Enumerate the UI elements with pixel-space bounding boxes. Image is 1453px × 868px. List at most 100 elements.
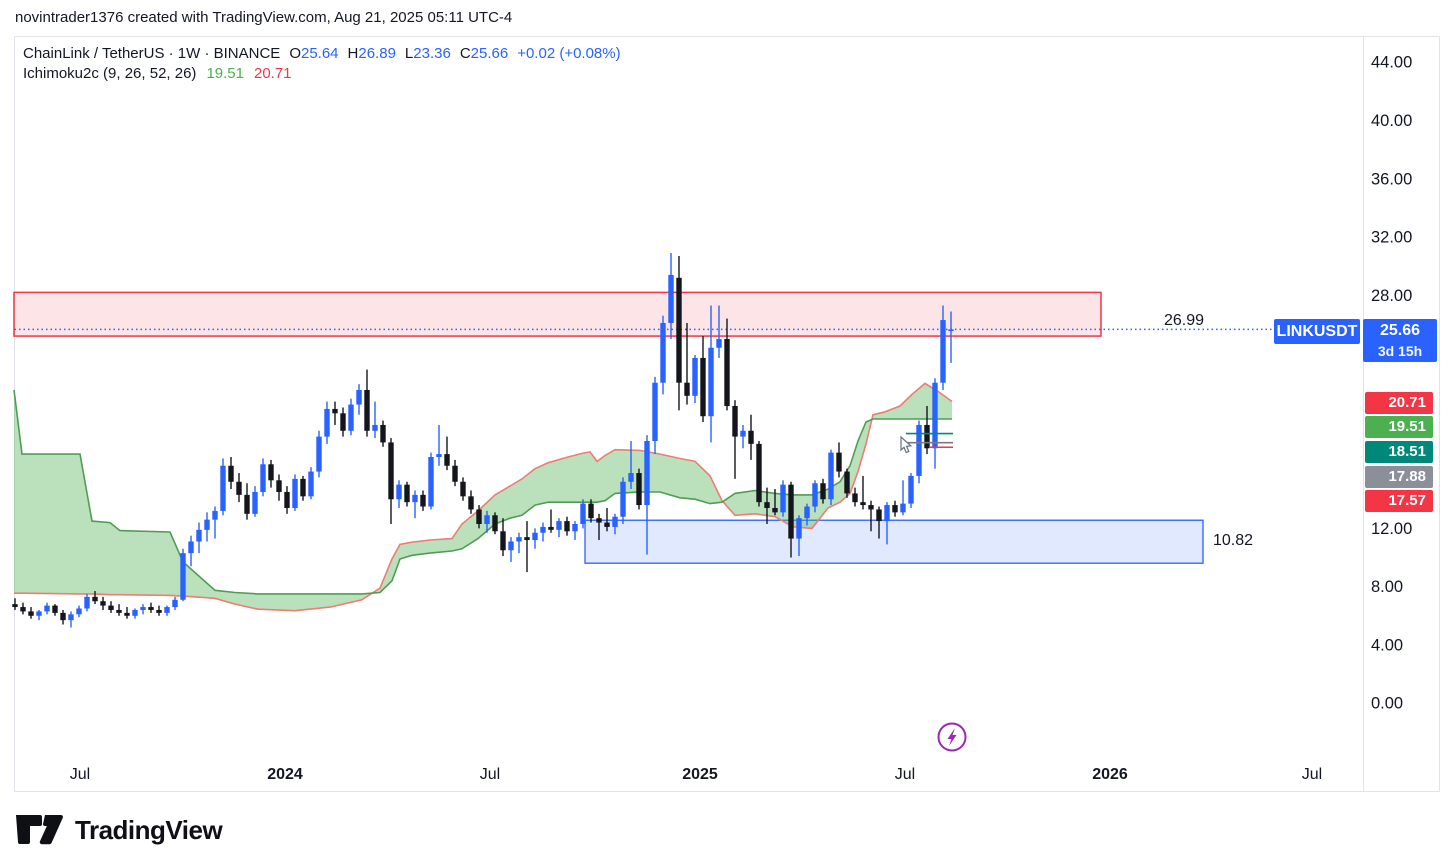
symbol-axis-chip: LINKUSDT (1274, 319, 1360, 344)
x-axis-label[interactable]: 2025 (682, 766, 718, 783)
candle-body (948, 329, 954, 331)
y-axis-label[interactable]: 12.00 (1371, 520, 1412, 538)
indicator-price-chip: 19.51 (1365, 416, 1433, 438)
candle-body (340, 413, 346, 431)
candle-body (804, 506, 810, 519)
candle-body (396, 484, 402, 500)
candle-body (780, 484, 786, 513)
indicator-price-chip: 17.57 (1365, 490, 1433, 512)
candle-body (476, 509, 482, 525)
indicator-price-chip: 20.71 (1365, 392, 1433, 414)
candle-body (292, 478, 298, 508)
candle-body (764, 502, 770, 508)
candle-body (412, 494, 418, 503)
candle-body (236, 481, 242, 495)
chart-legend: ChainLink / TetherUS · 1W · BINANCE O25.6… (23, 44, 621, 84)
ichimoku-senkou-a-line (14, 382, 953, 612)
candle-body (660, 322, 666, 383)
candle-body (452, 465, 458, 482)
candle-body (68, 614, 74, 621)
x-axis-label[interactable]: Jul (1302, 766, 1322, 783)
indicator-legend-row[interactable]: Ichimoku2c (9, 26, 52, 26) 19.51 20.71 (23, 64, 621, 84)
candle-body (436, 454, 442, 458)
candle-body (308, 471, 314, 497)
candle-body (388, 442, 394, 500)
y-axis-label[interactable]: 4.00 (1371, 636, 1403, 654)
resistance-zone-price-label: 26.99 (1164, 312, 1205, 329)
candle-body (692, 357, 698, 396)
candle-body (444, 454, 450, 466)
candle-body (420, 494, 426, 507)
candle-body (716, 339, 722, 348)
candle-body (772, 507, 778, 513)
support-zone[interactable] (584, 519, 1204, 564)
candle-body (52, 605, 58, 613)
tradingview-footer: TradingView (15, 812, 223, 848)
candle-body (164, 607, 170, 613)
ohlc-value: 25.64 (300, 45, 339, 62)
candle-body (756, 443, 762, 503)
indicator-value: 20.71 (253, 65, 292, 82)
symbol-legend-row[interactable]: ChainLink / TetherUS · 1W · BINANCE O25.6… (23, 44, 621, 64)
y-axis-label[interactable]: 36.00 (1371, 170, 1412, 188)
candle-body (468, 496, 474, 510)
x-axis-label[interactable]: Jul (70, 766, 90, 783)
x-axis-label[interactable]: Jul (480, 766, 500, 783)
candle-body (204, 519, 210, 530)
x-axis-label[interactable]: 2026 (1092, 766, 1128, 783)
candle-body (364, 389, 370, 431)
candle-body (252, 491, 258, 514)
x-axis-label[interactable]: Jul (895, 766, 915, 783)
candle-body (492, 515, 498, 532)
y-axis-label[interactable]: 40.00 (1371, 112, 1412, 130)
last-price-axis-chip: 25.66 3d 15h (1363, 319, 1437, 362)
candle-body (940, 320, 946, 383)
candle-body (796, 518, 802, 539)
candle-body (852, 493, 858, 503)
y-axis-label[interactable]: 32.00 (1371, 229, 1412, 247)
candle-body (276, 480, 282, 492)
candle-body (404, 484, 410, 503)
candle-body (92, 596, 98, 602)
candle-body (348, 404, 354, 431)
ohlc-values: O25.64 H26.89 L23.36 C25.66 (280, 45, 508, 62)
indicator-price-chip: 17.88 (1365, 466, 1433, 488)
candle-body (828, 452, 834, 500)
candle-body (788, 484, 794, 539)
tradingview-logo-icon (16, 815, 63, 845)
candle-body (484, 515, 490, 525)
event-lightning-icon[interactable] (937, 722, 967, 752)
candle-body (684, 382, 690, 396)
indicator-price-chip: 18.51 (1365, 441, 1433, 463)
candle-body (508, 541, 514, 551)
candle-body (244, 494, 250, 514)
x-axis-label[interactable]: 2024 (267, 766, 303, 783)
candle-body (860, 502, 866, 506)
y-axis-label[interactable]: 8.00 (1371, 578, 1403, 596)
y-axis-label[interactable]: 28.00 (1371, 287, 1412, 305)
candle-body (668, 274, 674, 323)
candle-body (132, 609, 138, 616)
candle-body (140, 607, 146, 610)
support-zone-price-label: 10.82 (1213, 532, 1254, 549)
candle-body (916, 424, 922, 476)
candle-body (20, 607, 26, 612)
candle-body (900, 503, 906, 513)
candle-body (556, 521, 562, 530)
candle-body (76, 608, 82, 615)
attribution-text: novintrader1376 created with TradingView… (15, 9, 513, 26)
ohlc-letter: L (404, 45, 414, 62)
tradingview-logo-text: TradingView (75, 814, 223, 845)
last-price-value: 25.66 (1379, 322, 1421, 339)
candle-body (188, 541, 194, 554)
candle-body (332, 408, 338, 414)
mouse-cursor (900, 435, 913, 454)
candle-body (932, 382, 938, 449)
ohlc-value: 23.36 (413, 45, 451, 62)
y-axis-label[interactable]: 44.00 (1371, 54, 1412, 72)
candle-body (732, 406, 738, 437)
y-axis-label[interactable]: 0.00 (1371, 695, 1403, 713)
change-value: +0.02 (+0.08%) (517, 45, 621, 62)
ohlc-letter: H (347, 45, 359, 62)
